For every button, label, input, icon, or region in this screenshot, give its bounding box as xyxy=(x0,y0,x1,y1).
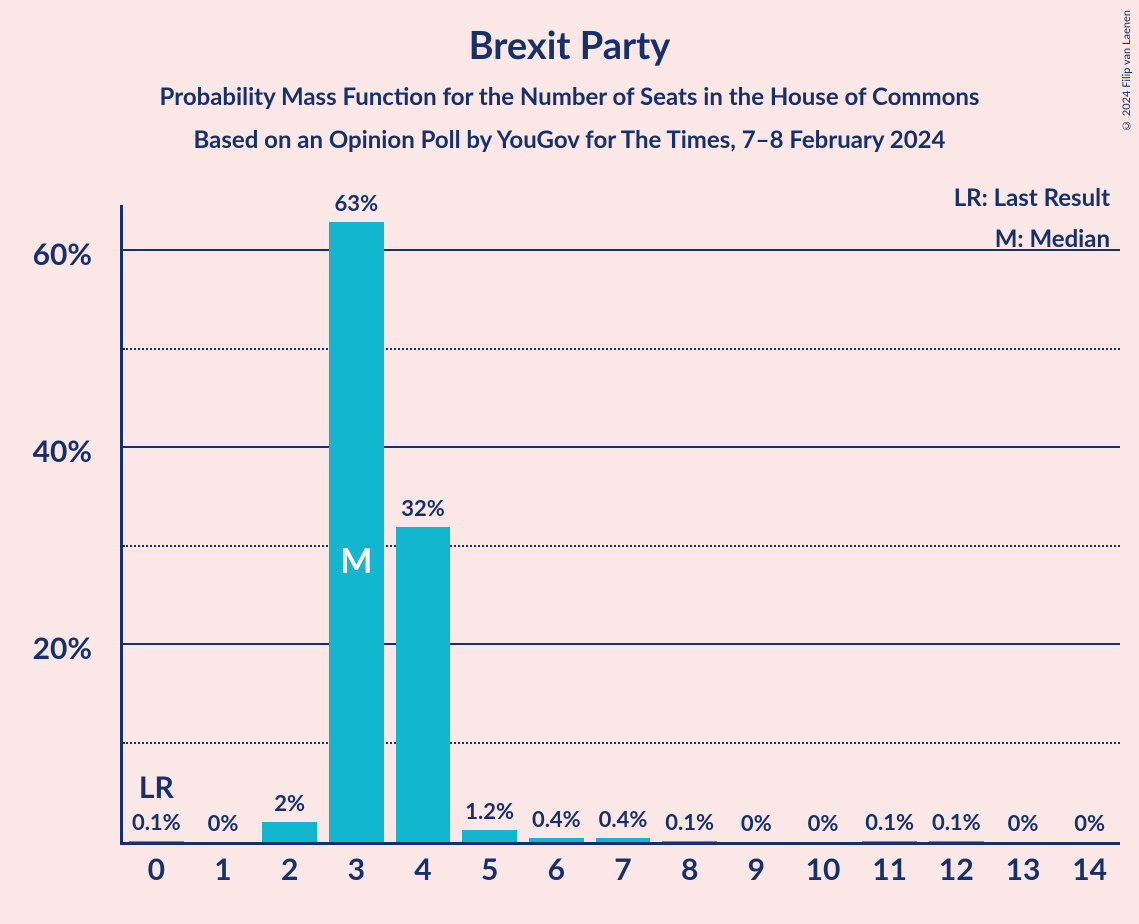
gridline-major xyxy=(123,643,1120,645)
x-axis-tick: 2 xyxy=(281,851,298,887)
x-axis-tick: 12 xyxy=(939,851,974,887)
bar-value-label: 0.4% xyxy=(532,805,581,832)
chart-title: Brexit Party xyxy=(0,0,1139,68)
x-axis-tick: 4 xyxy=(414,851,431,887)
x-axis-tick: 10 xyxy=(806,851,841,887)
bar-value-label: 0.4% xyxy=(599,805,648,832)
x-axis-tick: 8 xyxy=(681,851,698,887)
x-axis-tick: 7 xyxy=(614,851,631,887)
bar-value-label: 2% xyxy=(274,789,305,816)
x-axis-tick: 5 xyxy=(481,851,498,887)
bar xyxy=(929,841,984,842)
y-axis-tick: 40% xyxy=(0,433,92,469)
bar xyxy=(129,841,184,842)
gridline-major xyxy=(123,446,1120,448)
bar-value-label: 0.1% xyxy=(932,808,981,835)
x-axis-tick: 1 xyxy=(214,851,231,887)
x-axis-tick: 6 xyxy=(548,851,565,887)
bar-value-label: 0% xyxy=(808,809,839,836)
bar xyxy=(596,838,651,842)
x-axis-tick: 9 xyxy=(748,851,765,887)
bar xyxy=(529,838,584,842)
x-axis-tick: 14 xyxy=(1072,851,1107,887)
bar-value-label: 0% xyxy=(1008,809,1039,836)
plot-region: 20%40%60%0.1%0LR0%12%263%3M32%41.2%50.4%… xyxy=(120,205,1120,845)
bar xyxy=(662,841,717,842)
chart-subtitle-2: Based on an Opinion Poll by YouGov for T… xyxy=(0,125,1139,154)
x-axis-tick: 13 xyxy=(1006,851,1041,887)
median-marker: M xyxy=(340,540,372,581)
y-axis-tick: 20% xyxy=(0,630,92,666)
x-axis-tick: 0 xyxy=(148,851,165,887)
legend: LR: Last Result M: Median xyxy=(954,183,1110,265)
bar xyxy=(396,527,451,842)
bar-value-label: 0% xyxy=(741,809,772,836)
x-axis-tick: 3 xyxy=(348,851,365,887)
bar xyxy=(329,222,384,842)
last-result-marker: LR xyxy=(139,769,174,805)
chart-subtitle: Probability Mass Function for the Number… xyxy=(0,82,1139,111)
bar-value-label: 0% xyxy=(208,809,239,836)
bar-value-label: 0.1% xyxy=(665,808,714,835)
chart-area: 20%40%60%0.1%0LR0%12%263%3M32%41.2%50.4%… xyxy=(120,205,1120,845)
bar xyxy=(462,830,517,842)
bar-value-label: 1.2% xyxy=(465,797,514,824)
bar-value-label: 32% xyxy=(401,494,445,521)
gridline-minor xyxy=(123,742,1120,744)
gridline-minor xyxy=(123,545,1120,547)
bar-value-label: 63% xyxy=(335,189,379,216)
x-axis-tick: 11 xyxy=(872,851,907,887)
legend-median: M: Median xyxy=(954,224,1110,253)
gridline-minor xyxy=(123,348,1120,350)
bar xyxy=(262,822,317,842)
y-axis-tick: 60% xyxy=(0,236,92,272)
bar-value-label: 0% xyxy=(1074,809,1105,836)
bar-value-label: 0.1% xyxy=(865,808,914,835)
legend-lr: LR: Last Result xyxy=(954,183,1110,212)
bar-value-label: 0.1% xyxy=(132,808,181,835)
bar xyxy=(862,841,917,842)
copyright-text: © 2024 Filip van Laenen xyxy=(1120,10,1133,132)
